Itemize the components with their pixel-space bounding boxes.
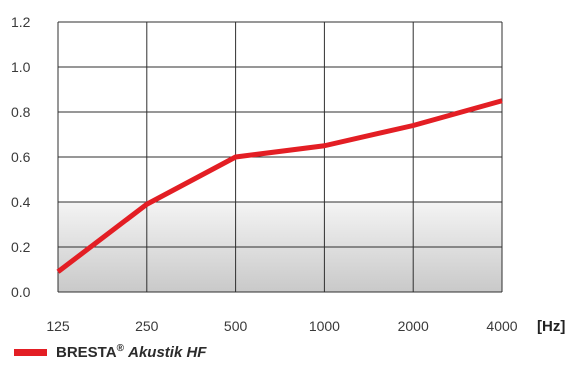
legend-series-model: Akustik HF — [128, 344, 207, 361]
x-tick-label: 500 — [224, 318, 248, 334]
y-tick-label: 0.2 — [11, 239, 31, 255]
legend: BRESTA® Akustik HF — [14, 342, 206, 362]
x-tick-label: 250 — [135, 318, 159, 334]
series-line-0 — [56, 98, 503, 274]
y-tick-label: 0.0 — [11, 284, 31, 300]
y-tick-label: 0.6 — [11, 149, 31, 165]
x-tick-label: 4000 — [486, 318, 517, 334]
x-tick-label: 1000 — [309, 318, 340, 334]
y-tick-label: 1.2 — [11, 14, 31, 30]
legend-series-name: BRESTA — [56, 344, 117, 361]
legend-swatch — [14, 348, 47, 356]
legend-label: BRESTA® Akustik HF — [56, 343, 206, 361]
y-tick-label: 1.0 — [11, 59, 31, 75]
legend-series-mark: ® — [116, 343, 124, 354]
y-tick-label: 0.4 — [11, 194, 31, 210]
x-tick-label: 125 — [46, 318, 70, 334]
x-tick-label: 2000 — [398, 318, 429, 334]
x-axis-unit-label: [Hz] — [537, 318, 565, 335]
y-tick-label: 0.8 — [11, 104, 31, 120]
